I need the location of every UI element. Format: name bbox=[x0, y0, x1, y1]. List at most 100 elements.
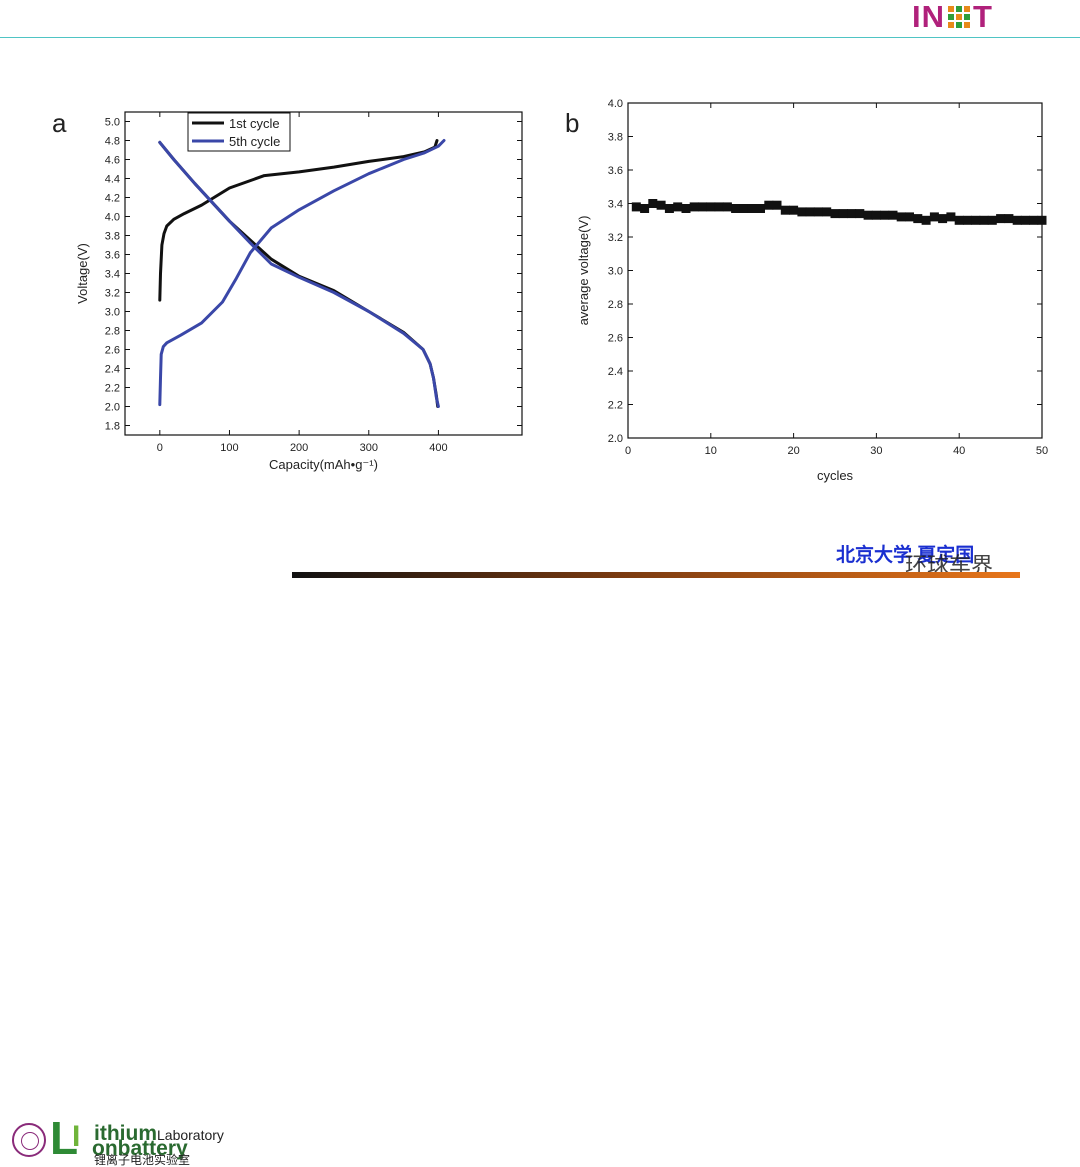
data-point bbox=[880, 210, 890, 220]
data-point bbox=[1029, 215, 1039, 225]
legend-label: 1st cycle bbox=[229, 116, 280, 131]
y-tick-label: 3.4 bbox=[608, 199, 623, 211]
data-point bbox=[756, 204, 765, 213]
data-point bbox=[905, 212, 914, 222]
y-tick-label: 5.0 bbox=[105, 117, 120, 129]
data-point bbox=[673, 202, 683, 212]
y-tick-label: 4.2 bbox=[105, 193, 120, 205]
series-1-curve-2 bbox=[158, 140, 440, 408]
series-2-curve-2 bbox=[158, 140, 440, 408]
footer-gradient-bar bbox=[292, 572, 1020, 578]
data-point bbox=[631, 202, 641, 212]
data-point bbox=[797, 207, 807, 217]
y-tick-label: 2.2 bbox=[105, 383, 120, 395]
y-tick-label: 2.4 bbox=[105, 364, 120, 376]
data-point bbox=[689, 202, 699, 212]
data-point bbox=[938, 214, 948, 224]
plot-frame bbox=[124, 111, 523, 436]
data-point bbox=[996, 214, 1006, 224]
series-1-curve-1 bbox=[158, 139, 439, 302]
y-tick-label: 2.6 bbox=[608, 333, 623, 345]
data-point bbox=[681, 204, 691, 213]
y-axis-label: Voltage(V) bbox=[75, 243, 90, 304]
y-tick-label: 2.0 bbox=[608, 433, 623, 445]
data-point bbox=[640, 204, 650, 213]
panel-label-a: a bbox=[52, 108, 67, 138]
x-tick-label: 100 bbox=[220, 442, 238, 454]
x-tick-label: 400 bbox=[429, 442, 447, 454]
series-2-curve-1 bbox=[158, 139, 446, 407]
header-divider bbox=[0, 37, 1080, 38]
data-point bbox=[706, 202, 716, 212]
y-axis-label: average voltage(V) bbox=[576, 216, 591, 326]
author-credit: 北京大学 夏定国 bbox=[836, 545, 975, 566]
data-point bbox=[764, 200, 774, 210]
data-point bbox=[946, 212, 956, 222]
data-point bbox=[1037, 215, 1047, 225]
data-point bbox=[888, 210, 898, 220]
y-tick-label: 3.6 bbox=[105, 250, 120, 262]
data-point bbox=[987, 215, 997, 225]
data-point bbox=[963, 215, 972, 225]
data-point bbox=[780, 205, 790, 215]
y-tick-label: 2.8 bbox=[105, 326, 120, 338]
x-tick-label: 50 bbox=[1036, 445, 1048, 457]
y-tick-label: 3.2 bbox=[105, 288, 120, 300]
x-tick-label: 300 bbox=[360, 442, 378, 454]
data-point bbox=[855, 209, 865, 219]
x-tick-label: 30 bbox=[870, 445, 882, 457]
data-point bbox=[921, 215, 931, 225]
y-tick-label: 4.4 bbox=[105, 174, 120, 186]
y-tick-label: 3.4 bbox=[105, 269, 120, 281]
data-point bbox=[739, 204, 749, 213]
inet-logo: IN T bbox=[912, 0, 993, 34]
data-point bbox=[664, 204, 674, 213]
data-point bbox=[805, 207, 815, 217]
data-point bbox=[714, 202, 724, 212]
x-tick-label: 0 bbox=[625, 445, 631, 457]
y-tick-label: 3.0 bbox=[105, 307, 120, 319]
data-point bbox=[648, 199, 658, 208]
y-tick-label: 4.0 bbox=[105, 212, 120, 224]
chart-a: 0 100 200 300 400 1.8 2.0 2.2 2.4 2.6 2.8 3.0 3.2 3.4… bbox=[75, 111, 523, 472]
data-point bbox=[772, 200, 782, 210]
data-point bbox=[971, 215, 981, 225]
legend-label: 5th cycle bbox=[229, 134, 280, 149]
y-tick-label: 1.8 bbox=[105, 421, 120, 433]
y-tick-label: 3.2 bbox=[608, 232, 623, 244]
y-tick-label: 2.2 bbox=[608, 400, 623, 412]
x-tick-label: 20 bbox=[787, 445, 799, 457]
y-tick-label: 2.8 bbox=[608, 299, 623, 311]
lab-logo-letter-i: I bbox=[72, 1120, 81, 1153]
y-tick-label: 2.4 bbox=[608, 366, 623, 378]
y-tick-label: 4.0 bbox=[608, 98, 623, 110]
x-tick-label: 0 bbox=[157, 442, 163, 454]
lab-logo-chinese: 锂离子电池实验室 bbox=[94, 1153, 191, 1167]
data-point bbox=[863, 210, 873, 220]
x-tick-label: 10 bbox=[705, 445, 717, 457]
data-point bbox=[1004, 214, 1014, 224]
chart-b: 0 10 20 30 40 50 2.0 2.2 2.4 2.6 2.8 3.0 3.2 3.4 3.6 3.… bbox=[576, 98, 1048, 483]
y-tick-label: 2.6 bbox=[105, 345, 120, 357]
data-point bbox=[789, 205, 799, 215]
inet-logo-grid-icon bbox=[948, 6, 970, 28]
panel-label-b: b bbox=[565, 108, 580, 138]
data-point bbox=[830, 209, 840, 219]
data-point bbox=[979, 215, 989, 225]
y-tick-label: 3.8 bbox=[105, 231, 120, 243]
plot-frame bbox=[627, 102, 1043, 439]
data-point bbox=[813, 207, 823, 217]
y-tick-label: 3.6 bbox=[608, 165, 623, 177]
data-point bbox=[722, 202, 732, 212]
data-point bbox=[822, 207, 832, 217]
data-point bbox=[1012, 215, 1022, 225]
data-point bbox=[698, 202, 707, 212]
x-axis-label: Capacity(mAh•g⁻¹) bbox=[269, 457, 378, 472]
data-point bbox=[747, 204, 757, 213]
x-axis-label: cycles bbox=[817, 468, 854, 483]
university-seal-icon bbox=[12, 1123, 46, 1157]
data-point bbox=[896, 212, 906, 222]
x-tick-label: 40 bbox=[953, 445, 965, 457]
data-point bbox=[1020, 215, 1030, 225]
y-tick-label: 3.0 bbox=[608, 266, 623, 278]
